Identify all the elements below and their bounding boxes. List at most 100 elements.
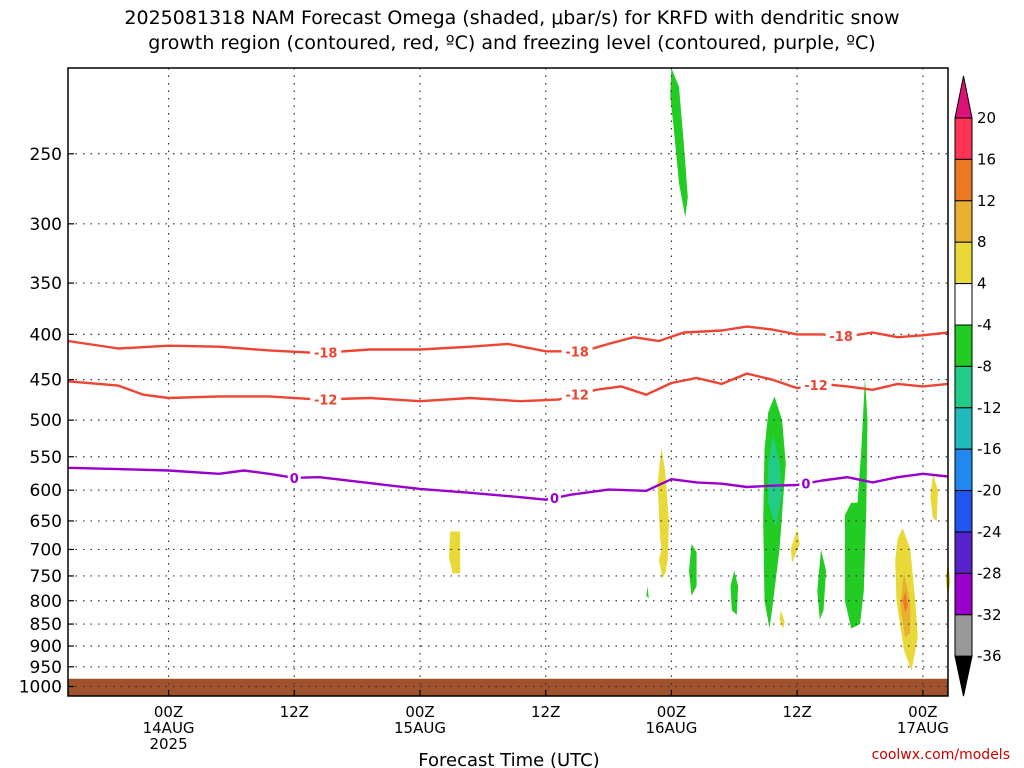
colorbar-box (954, 241, 973, 285)
x-tick-year: 2025 (149, 735, 187, 753)
y-tick-label: 800 (30, 592, 62, 612)
contour-label: 0 (290, 472, 299, 487)
colorbar-label: -12 (977, 399, 1002, 417)
omega-feature-5 (730, 570, 739, 615)
colorbar-box (954, 283, 973, 326)
x-tick-label: 12Z (280, 703, 309, 721)
colorbar-label: -24 (977, 523, 1002, 541)
contour-label: -18 (565, 345, 589, 360)
y-tick-label: 300 (30, 215, 62, 235)
omega-feature-10 (817, 549, 827, 620)
colorbar-box (954, 365, 973, 409)
y-tick-label: 350 (30, 274, 62, 294)
contour-label-bg (561, 386, 593, 402)
contour-label-bg (310, 344, 342, 360)
y-tick-label: 450 (30, 371, 62, 391)
omega-feature-7 (768, 435, 783, 527)
title-line-2: growth region (contoured, red, ºC) and f… (148, 32, 876, 54)
colorbar-box (954, 614, 973, 657)
omega-feature-9 (790, 529, 800, 563)
omega-feature-11 (844, 377, 868, 629)
colorbar-label: 20 (977, 109, 996, 127)
y-tick-label: 1000 (19, 678, 62, 698)
contour-line--12 (67, 372, 949, 403)
contour-label-bg (800, 376, 832, 392)
colorbar-label: -28 (977, 564, 1002, 582)
omega-feature-14 (902, 591, 908, 613)
contour-label-bg (287, 469, 301, 485)
y-tick-label: 600 (30, 481, 62, 501)
colorbar-box (954, 490, 973, 533)
x-tick-label: 00Z (908, 703, 937, 721)
omega-feature-8 (779, 610, 785, 629)
y-tick-label: 900 (30, 637, 62, 657)
contour-label: 0 (550, 492, 559, 507)
colorbar-box (954, 324, 973, 367)
colorbar-label: 12 (977, 192, 996, 210)
x-tick-label: 12Z (531, 703, 560, 721)
colorbar-label: -8 (977, 357, 992, 375)
colorbar-label: 4 (977, 275, 987, 293)
y-tick-label: 750 (30, 567, 62, 587)
contour-label-bg (310, 391, 342, 407)
colorbar-box (954, 407, 973, 450)
colorbar-bottom-arrow (954, 655, 973, 697)
contour-label: -12 (804, 379, 828, 394)
y-tick-label: 400 (30, 325, 62, 345)
x-tick-label: 12Z (782, 703, 811, 721)
x-tick-date: 16AUG (645, 719, 697, 737)
contour-line--18 (67, 325, 949, 355)
contour-label: -18 (829, 330, 853, 345)
colorbar-box (954, 200, 973, 243)
contour-line-0 (67, 466, 949, 501)
plot-frame (67, 67, 949, 697)
y-tick-label: 550 (30, 448, 62, 468)
omega-feature-16 (658, 549, 667, 579)
contour-label-bg (825, 327, 857, 343)
colorbar-top-arrow (954, 75, 973, 119)
title-line-1: 2025081318 NAM Forecast Omega (shaded, μ… (124, 7, 900, 29)
y-tick-label: 250 (30, 145, 62, 165)
omega-feature-3 (646, 586, 649, 599)
colorbar-box (954, 158, 973, 202)
chart-title: 2025081318 NAM Forecast Omega (shaded, μ… (0, 6, 1024, 56)
colorbar-label: -36 (977, 647, 1002, 665)
x-tick-label: 00Z (154, 703, 183, 721)
x-tick-label: 00Z (405, 703, 434, 721)
y-tick-label: 950 (30, 658, 62, 678)
colorbar-label: 16 (977, 150, 996, 168)
x-tick-date: 15AUG (394, 719, 446, 737)
colorbar-label: -20 (977, 482, 1002, 500)
x-tick-label: 00Z (657, 703, 686, 721)
contour-label-bg (548, 489, 562, 505)
omega-feature-0 (670, 68, 688, 218)
y-tick-label: 700 (30, 540, 62, 560)
colorbar-label: -32 (977, 606, 1002, 624)
x-tick-date: 14AUG (143, 719, 195, 737)
colorbar-label: -16 (977, 440, 1002, 458)
colorbar-box (954, 448, 973, 492)
terrain-fill (68, 678, 948, 696)
contour-label: -18 (314, 347, 338, 362)
omega-feature-1 (448, 531, 461, 574)
contour-label: -12 (314, 393, 338, 408)
y-tick-label: 500 (30, 411, 62, 431)
contour-label-bg (561, 343, 593, 359)
colorbar-box (954, 572, 973, 616)
colorbar-box (954, 531, 973, 574)
contour-label-bg (799, 475, 813, 491)
omega-feature-2 (657, 447, 669, 574)
y-tick-label: 650 (30, 512, 62, 532)
contour-label: 0 (801, 477, 810, 492)
x-axis-label: Forecast Time (UTC) (418, 750, 599, 768)
contour-label: -12 (565, 389, 589, 404)
y-tick-label: 850 (30, 615, 62, 635)
colorbar-box (954, 117, 973, 160)
omega-feature-4 (689, 543, 697, 596)
x-tick-date: 17AUG (897, 719, 949, 737)
colorbar-label: 8 (977, 233, 987, 251)
omega-feature-15 (930, 473, 938, 521)
credit-link[interactable]: coolwx.com/models (871, 747, 1010, 763)
colorbar-label: -4 (977, 316, 992, 334)
